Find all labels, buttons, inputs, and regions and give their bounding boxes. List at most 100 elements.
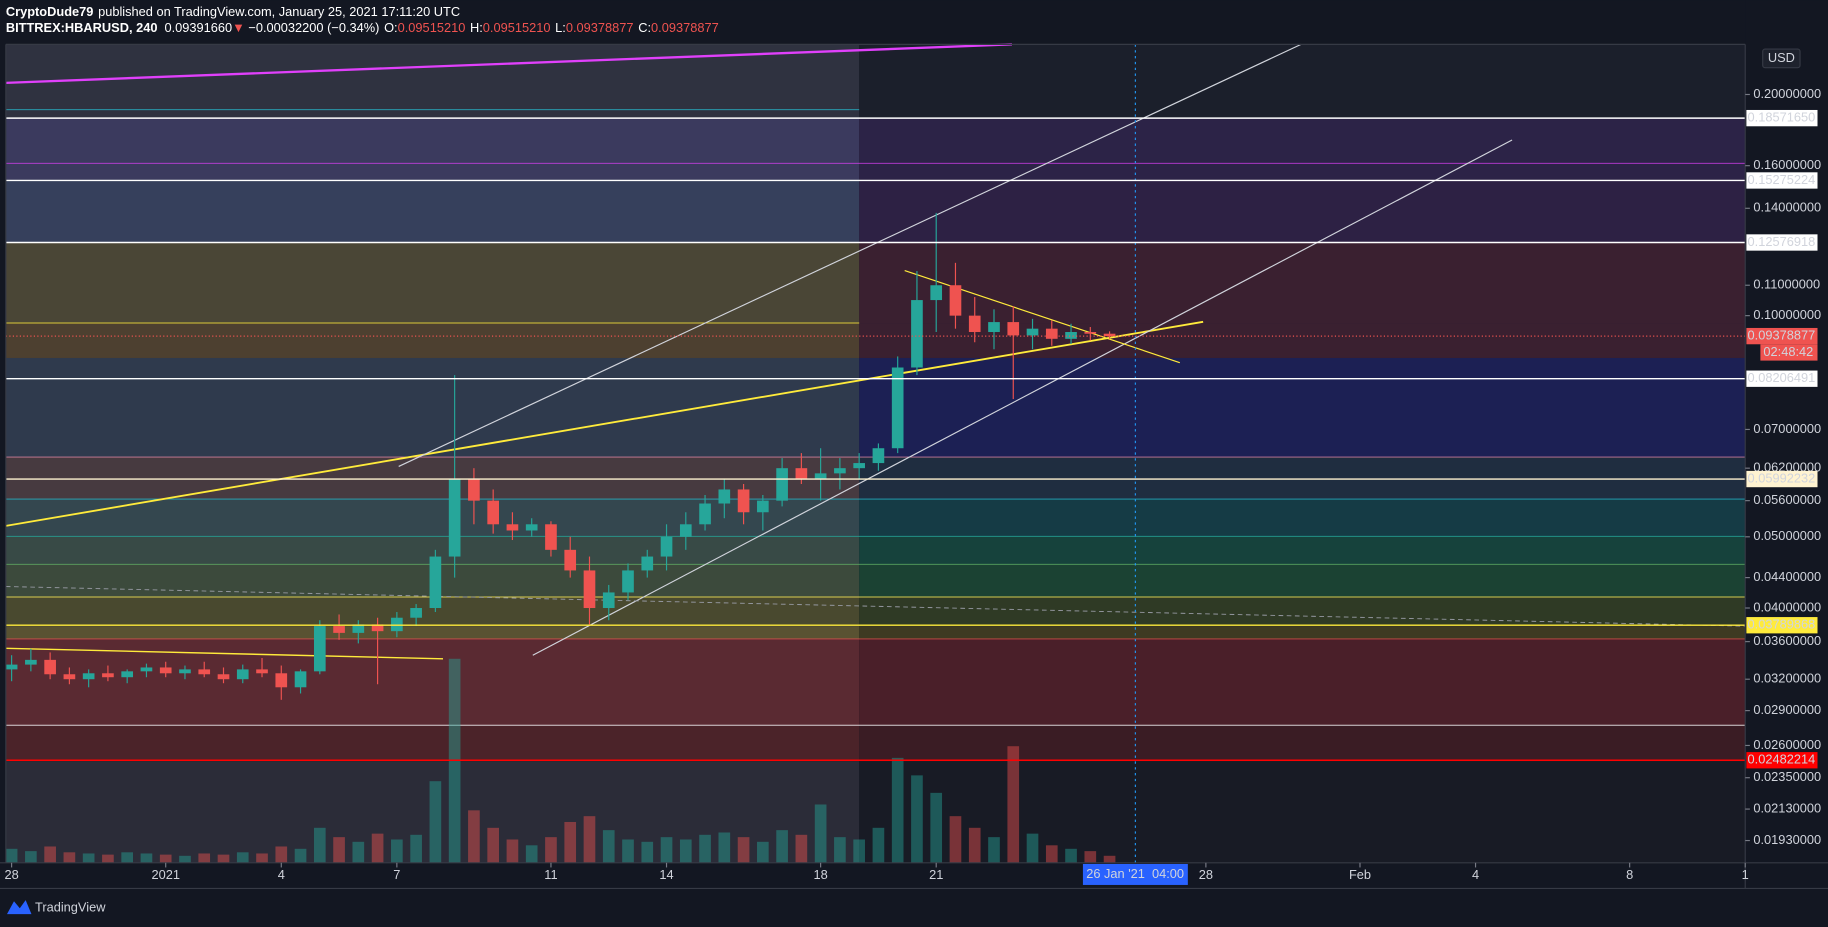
candle-body xyxy=(853,463,865,469)
volume-bar xyxy=(44,846,56,863)
time-axis xyxy=(0,862,1828,889)
level-label-box xyxy=(1746,234,1818,251)
candle-body xyxy=(140,667,153,672)
y-tick-label: 0.04400000 xyxy=(1753,569,1821,584)
x-tick-label: 7 xyxy=(393,867,400,882)
y-tick-label: 0.01930000 xyxy=(1753,832,1821,847)
candle-body xyxy=(1007,322,1020,336)
candle-body xyxy=(660,536,673,557)
candle-body xyxy=(622,570,634,593)
volume-bar xyxy=(968,827,981,863)
candle-body xyxy=(313,626,326,672)
x-tick-label: 8 xyxy=(1626,867,1633,882)
x-tick-label: 4 xyxy=(278,867,285,882)
candle-body xyxy=(776,468,788,501)
ohlc-label: O: xyxy=(384,21,398,36)
zone xyxy=(5,357,860,458)
volume-bar xyxy=(525,845,538,863)
x-tick-label: 4 xyxy=(1472,867,1479,882)
volume-bar xyxy=(988,837,1000,863)
volume-bar xyxy=(814,804,827,863)
volume-bar xyxy=(622,839,634,863)
header-line: CryptoDude79 published on TradingView.com… xyxy=(6,4,460,19)
x-tick-label: 28 xyxy=(4,867,18,882)
candle-body xyxy=(795,468,808,479)
volume-bar xyxy=(757,841,769,863)
y-tick-label: 0.04000000 xyxy=(1753,599,1821,614)
x-tick-label: 1 xyxy=(1742,867,1749,882)
countdown-box xyxy=(1760,344,1818,361)
candle-body xyxy=(63,674,76,680)
plot-layer: 0.20000000 0.16000000 0.14000000 0.11000000… xyxy=(0,43,1828,890)
level-label: 0.05992232 xyxy=(1748,470,1816,485)
zone xyxy=(5,761,860,863)
crosshair-time: 04:00 xyxy=(1152,866,1184,881)
candle-body xyxy=(737,489,750,513)
volume-bar xyxy=(102,854,114,863)
level-label-box xyxy=(1746,327,1818,345)
zone xyxy=(859,44,1746,118)
volume-bar xyxy=(1103,855,1116,863)
candle-body xyxy=(1026,328,1039,336)
candle-body xyxy=(294,671,307,688)
y-tick-label: 0.06200000 xyxy=(1753,460,1821,475)
candle-body xyxy=(5,664,18,670)
candle-body xyxy=(968,315,981,333)
level-label-box xyxy=(1746,617,1818,634)
volume-bar xyxy=(352,841,365,863)
y-tick-label: 0.10000000 xyxy=(1753,307,1821,322)
change-arrow: ▼ xyxy=(232,21,245,36)
volume-bar xyxy=(294,848,307,863)
y-tick-label: 0.16000000 xyxy=(1753,157,1821,172)
brand-logo[interactable]: TradingView xyxy=(6,900,106,915)
trend-line xyxy=(5,647,444,660)
volume-bar xyxy=(737,837,750,863)
candle-body xyxy=(602,592,615,609)
zone xyxy=(859,725,1746,762)
zone xyxy=(5,499,860,537)
ohlc-label: H: xyxy=(470,21,483,36)
zone xyxy=(5,626,860,639)
crosshair-date: 26 Jan '21 xyxy=(1086,866,1145,881)
zone xyxy=(859,626,1746,639)
zone xyxy=(859,242,1746,324)
zone xyxy=(5,242,860,324)
brand: TradingView xyxy=(35,900,106,915)
volume-bar xyxy=(468,810,480,863)
zone xyxy=(859,357,1746,458)
level-label: 0.15275224 xyxy=(1748,172,1816,187)
candle-body xyxy=(217,674,230,680)
x-tick-label: 11 xyxy=(544,867,557,882)
volume-bar xyxy=(1084,851,1097,863)
x-tick-label: 21 xyxy=(929,867,943,882)
zone xyxy=(859,596,1746,627)
volume-bar xyxy=(487,827,499,863)
volume-bar xyxy=(429,781,442,863)
candle-body xyxy=(525,524,538,531)
level-label: 0.12576918 xyxy=(1748,234,1816,249)
candle-body xyxy=(448,478,461,557)
candle-body xyxy=(641,556,654,571)
candle-body xyxy=(371,624,384,632)
volume-bar xyxy=(333,837,345,863)
volume-bar xyxy=(391,839,403,863)
candle-body xyxy=(410,608,422,618)
candle-body xyxy=(834,468,846,474)
level-label-box xyxy=(1746,470,1818,488)
level-label: 0.02482214 xyxy=(1748,752,1816,767)
y-tick-label: 0.03600000 xyxy=(1753,633,1821,648)
crosshair-box xyxy=(1082,863,1188,885)
change: −0.00032200 (−0.34%) xyxy=(248,21,379,36)
candle-body xyxy=(391,617,403,632)
currency-box xyxy=(1762,48,1801,69)
candle-body xyxy=(1084,332,1097,334)
candle-body xyxy=(872,448,885,464)
zone xyxy=(5,457,860,500)
volume-bar xyxy=(949,816,962,863)
x-tick-label: 2021 xyxy=(151,867,180,882)
trend-line xyxy=(398,43,1302,467)
candle-body xyxy=(198,669,211,675)
trend-line xyxy=(532,139,1513,656)
